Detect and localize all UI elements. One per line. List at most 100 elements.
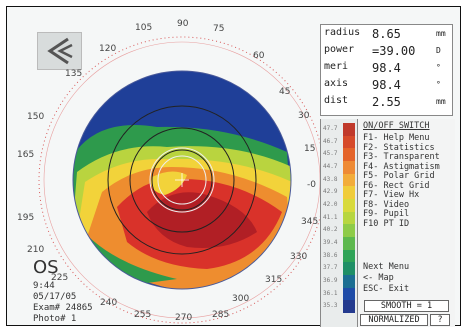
- scale-swatch: [343, 262, 355, 276]
- scale-label: 47.7: [323, 125, 338, 132]
- scale-swatch: [343, 199, 355, 212]
- degree-label: 30: [298, 111, 310, 121]
- menu-item[interactable]: F3- Transparent: [363, 152, 440, 162]
- readout-row-power: power =39.00 D: [324, 44, 441, 58]
- scale-label: 44.7: [323, 163, 338, 170]
- readout-unit: °: [436, 80, 441, 89]
- degree-label: 75: [213, 24, 225, 34]
- scale-label: 40.2: [323, 226, 338, 234]
- question-icon: ?: [437, 315, 443, 325]
- ring-1: [151, 149, 213, 211]
- map-border: [72, 70, 292, 290]
- scale-swatch: [343, 275, 355, 288]
- readout-unit: D: [436, 46, 441, 55]
- topography-window: 105 90 75 60 120 135 45 150 30 165 15 -0…: [6, 6, 461, 327]
- scale-label: 37.7: [323, 264, 338, 272]
- readout-row-meri: meri 98.4 °: [324, 61, 441, 75]
- degree-label: 165: [17, 150, 35, 160]
- ring-3: [107, 105, 257, 255]
- readout-value: 98.4: [372, 61, 401, 75]
- scale-label: 41.1: [323, 213, 338, 221]
- help-button[interactable]: ?: [430, 314, 450, 326]
- readout-row-radius: radius 8.65 mm: [324, 27, 446, 41]
- degree-label: 120: [99, 44, 117, 54]
- menu-item[interactable]: F1- Help Menu: [363, 133, 430, 143]
- readout-value: 98.4: [372, 78, 401, 92]
- scale-label: 42.9: [323, 188, 338, 196]
- scale-swatch: [343, 148, 355, 162]
- menu-item[interactable]: F8- Video: [363, 199, 410, 210]
- menu-back-to-map[interactable]: <- Map: [363, 273, 394, 283]
- menu-item[interactable]: F9- Pupil: [363, 209, 410, 219]
- degree-label: 315: [265, 275, 283, 285]
- readout-value: 8.65: [372, 27, 401, 41]
- scale-swatch: [343, 237, 355, 250]
- readout-unit: mm: [436, 29, 446, 38]
- readout-value: =39.00: [372, 44, 416, 58]
- readout-row-axis: axis 98.4 °: [324, 78, 441, 92]
- degree-label: 300: [232, 294, 250, 304]
- degree-label: 270: [175, 313, 193, 323]
- scale-swatch: [343, 224, 355, 238]
- degree-label: 150: [27, 112, 45, 122]
- degree-label: 15: [304, 144, 316, 154]
- menu-item[interactable]: F2- Statistics: [363, 142, 435, 153]
- degree-label: 135: [65, 69, 83, 79]
- scale-swatch: [343, 135, 355, 149]
- menu-item[interactable]: F10 PT ID: [363, 218, 410, 229]
- degree-label: 45: [279, 87, 291, 97]
- degree-label: 195: [17, 213, 35, 223]
- scale-label: 43.8: [323, 175, 338, 183]
- scale-swatch: [343, 211, 355, 225]
- readout-label: radius: [324, 27, 361, 38]
- ring-2: [129, 127, 235, 233]
- scale-swatch: [343, 123, 355, 136]
- degree-label: -0: [307, 180, 316, 190]
- eye-indicator: OS: [33, 257, 59, 278]
- menu-next-menu[interactable]: Next Menu: [363, 262, 410, 272]
- degree-label: 330: [290, 252, 308, 262]
- scale-swatch: [343, 287, 355, 301]
- scale-swatch: [343, 300, 355, 314]
- menu-exit[interactable]: ESC- Exit: [363, 284, 410, 294]
- degree-label: 240: [100, 298, 118, 308]
- degree-label: 105: [135, 23, 153, 33]
- scale-label: 39.4: [323, 239, 338, 246]
- readout-value: 2.55: [372, 95, 401, 109]
- function-menu: ON/OFF SWITCH F1- Help Menu F2- Statistic…: [357, 119, 455, 327]
- degree-label: 345: [301, 217, 319, 227]
- scale-swatch: [343, 173, 355, 187]
- exam-time: 9:44: [33, 281, 55, 291]
- degree-label: 225: [51, 273, 69, 283]
- scale-label: 36.9: [323, 277, 338, 284]
- scale-label: 42.0: [323, 201, 338, 208]
- center-ring-1: [157, 155, 207, 205]
- readout-label: meri: [324, 61, 349, 72]
- degree-label: 210: [27, 245, 45, 255]
- menu-item[interactable]: F7- View Hx: [363, 190, 420, 200]
- normalized-button[interactable]: NORMALIZED: [360, 314, 428, 326]
- menu-item[interactable]: F4- Astigmatism: [363, 161, 440, 172]
- menu-item[interactable]: F6- Rect Grid: [363, 180, 430, 191]
- scale-label: 35.3: [323, 302, 338, 310]
- exam-date: 05/17/05: [33, 292, 77, 302]
- color-scale: 47.7 46.7 45.7 44.7 43.8 42.9 42.0 41.1 40.2 39.4…: [320, 119, 361, 327]
- menu-title: ON/OFF SWITCH: [363, 121, 430, 131]
- corneal-map: [38, 36, 326, 324]
- exam-number: Exam# 24865: [33, 303, 93, 313]
- topography-logo-icon: [37, 32, 82, 70]
- scale-swatch: [343, 161, 355, 174]
- scale-label: 36.1: [323, 289, 338, 297]
- readout-row-dist: dist 2.55 mm: [324, 95, 446, 109]
- degree-label: 285: [212, 310, 230, 320]
- center-ring-2: [149, 147, 215, 213]
- readout-unit: °: [436, 63, 441, 72]
- menu-item[interactable]: F5- Polar Grid: [363, 171, 435, 181]
- scale-swatch: [343, 249, 355, 263]
- degree-label: 60: [253, 51, 265, 61]
- scale-label: 46.7: [323, 137, 338, 145]
- readout-label: dist: [324, 95, 349, 106]
- scale-swatch: [343, 186, 355, 200]
- smooth-button[interactable]: SMOOTH = 1: [364, 300, 449, 312]
